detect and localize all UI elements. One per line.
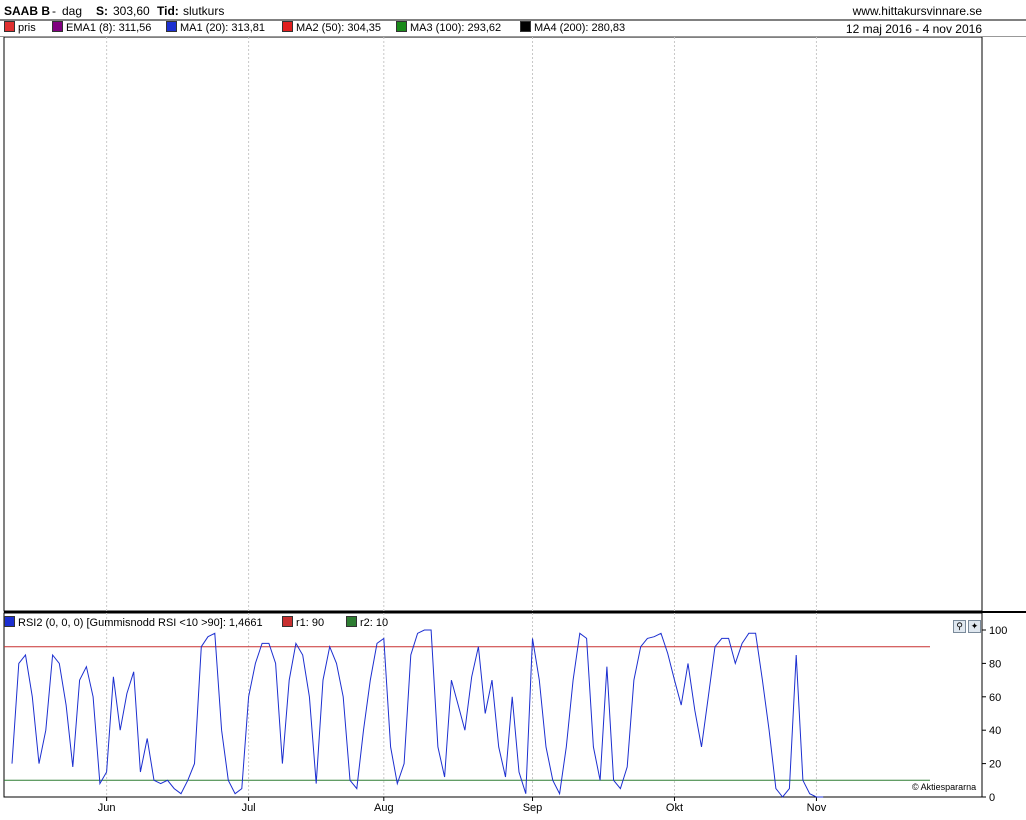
site-name: www.hittakursvinnare.se: [852, 4, 982, 18]
legend-swatch: [4, 616, 15, 627]
magnifier-icon[interactable]: ⚲: [953, 620, 966, 633]
legend-item: MA4 (200): 280,83: [520, 21, 625, 34]
legend-swatch: [520, 21, 531, 32]
rsi-line: [11, 629, 824, 798]
panel-tools: ⚲ ✦: [953, 616, 983, 634]
legend-swatch: [346, 616, 357, 627]
rsi-tick-label: 40: [989, 725, 1001, 737]
month-label: Sep: [523, 802, 543, 814]
legend-swatch: [52, 21, 63, 32]
legend-swatch: [282, 21, 293, 32]
last-label: S:: [96, 4, 108, 18]
rsi-tick-label: 100: [989, 625, 1007, 637]
legend-item: r1: 90: [282, 616, 324, 629]
legend-item: MA2 (50): 304,35: [282, 21, 381, 34]
month-label: Aug: [374, 802, 394, 814]
type-label: Tid:: [157, 4, 179, 18]
legend-item: pris: [4, 21, 36, 34]
legend-item: r2: 10: [346, 616, 388, 629]
month-label: Okt: [666, 802, 683, 814]
price-panel-frame: [3, 36, 983, 612]
legend-swatch: [396, 21, 407, 32]
type-value: slutkurs: [183, 4, 225, 18]
rsi-tick-label: 80: [989, 658, 1001, 670]
rsi-tick-label: 20: [989, 759, 1001, 771]
legend-swatch: [282, 616, 293, 627]
wrench-icon[interactable]: ✦: [968, 620, 981, 633]
month-label: Jun: [98, 802, 116, 814]
rsi-panel-frame: [3, 612, 983, 798]
month-label: Jul: [242, 802, 256, 814]
legend-item: MA1 (20): 313,81: [166, 21, 265, 34]
legend-item: RSI2 (0, 0, 0) [Gummisnodd RSI <10 >90]:…: [4, 616, 263, 629]
symbol: SAAB B: [4, 4, 51, 18]
chart-header: SAAB B - dag S: 303,60 Tid: slutkurs www…: [0, 0, 1026, 20]
rsi-tick-label: 0: [989, 792, 995, 804]
legend-swatch: [4, 21, 15, 32]
credit: © Aktiespararna: [912, 782, 977, 792]
month-label: Nov: [807, 802, 827, 814]
legend-swatch: [166, 21, 177, 32]
legend-item: MA3 (100): 293,62: [396, 21, 501, 34]
last-value: 303,60: [113, 4, 150, 18]
header-separator: -: [52, 4, 56, 18]
date-range: 12 maj 2016 - 4 nov 2016: [845, 22, 982, 36]
period: dag: [62, 4, 83, 18]
rsi-tick-label: 60: [989, 692, 1001, 704]
legend-item: EMA1 (8): 311,56: [52, 21, 151, 34]
